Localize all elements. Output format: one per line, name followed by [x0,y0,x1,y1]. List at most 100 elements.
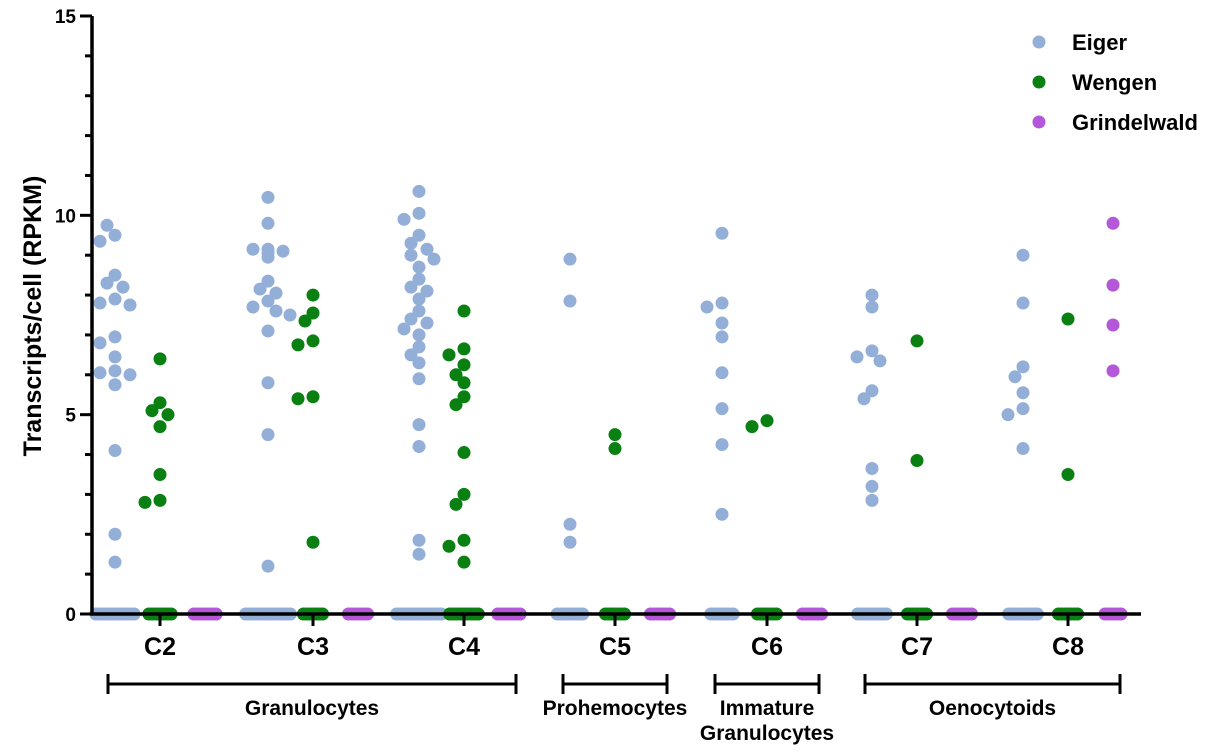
data-point [715,366,729,380]
data-point [1016,248,1030,262]
data-point [1106,364,1120,378]
data-point [1001,408,1015,422]
data-point [261,294,275,308]
data-point [1016,442,1030,456]
data-point [865,288,879,302]
data-point [608,428,622,442]
data-point [261,324,275,338]
y-axis-label: Transcripts/cell (RPKM) [19,176,47,457]
data-point [306,334,320,348]
data-point [865,300,879,314]
data-point [457,304,471,318]
data-point [1106,278,1120,292]
data-point [404,280,418,294]
category-labels: C2 C3 C4 C5 C6 C7 C8 [144,614,1084,661]
data-point [261,559,275,573]
data-point [873,354,887,368]
data-point [123,298,137,312]
data-point [850,350,864,364]
data-point [108,268,122,282]
data-point [420,284,434,298]
data-point [449,368,463,382]
data-point [449,398,463,412]
group-bracket: Granulocytes [106,674,518,720]
data-point [412,328,426,342]
group-bracket: Prohemocytes [543,674,688,720]
data-point [563,252,577,266]
category-label-c2: C2 [144,633,176,661]
data-point [412,304,426,318]
data-point [715,402,729,416]
data-point [108,350,122,364]
category-label-c8: C8 [1052,633,1084,661]
category-label-c7: C7 [901,633,933,661]
category-label-c5: C5 [599,633,631,661]
group-label: Oenocytoids [929,697,1056,720]
legend-item-grindelwald: Grindelwald [1032,110,1198,135]
data-point [442,348,456,362]
data-point [108,555,122,569]
data-point [108,292,122,306]
data-point [412,206,426,220]
data-point [412,340,426,354]
data-point [269,304,283,318]
data-point [153,396,167,410]
data-point [269,286,283,300]
data-point [420,316,434,330]
data-point [161,408,175,422]
data-point [1016,386,1030,400]
data-point [298,314,312,328]
data-point [745,420,759,434]
y-tick-label: 5 [65,406,76,427]
data-point [261,250,275,264]
data-point [700,300,714,314]
series-grindelwald [187,216,1128,621]
data-point [457,376,471,390]
data-point [412,292,426,306]
y-tick-label: 15 [55,7,77,28]
legend: Eiger Wengen Grindelwald [1032,30,1198,135]
data-point [261,274,275,288]
data-point [563,517,577,531]
legend-item-wengen: Wengen [1032,70,1157,95]
group-label: Prohemocytes [543,697,688,720]
data-point [283,308,297,322]
data-point [412,533,426,547]
data-point [153,420,167,434]
data-point [100,276,114,290]
data-point [457,358,471,372]
group-brackets: Granulocytes Prohemocytes ImmatureGranuloc… [106,674,1122,745]
y-ticks: 0 5 10 15 [55,7,92,626]
data-points [89,184,1128,621]
legend-label: Grindelwald [1072,110,1198,135]
data-point [397,322,411,336]
data-point [404,348,418,362]
data-point [457,446,471,460]
data-point [276,244,290,258]
data-point [261,428,275,442]
data-point [261,216,275,230]
data-point [138,495,152,509]
data-point [1008,370,1022,384]
legend-label: Wengen [1072,70,1157,95]
data-point [261,376,275,390]
data-point [457,342,471,356]
data-point [1016,360,1030,374]
y-tick-label: 0 [65,605,76,626]
axes [90,16,1141,616]
data-point [427,252,441,266]
data-point [397,212,411,226]
data-point [404,312,418,326]
data-point [412,418,426,432]
data-point [715,438,729,452]
legend-marker [1032,115,1046,129]
category-label-c6: C6 [751,633,783,661]
data-point [1016,402,1030,416]
data-point [246,242,260,256]
data-point [291,338,305,352]
data-point [910,454,924,468]
group-label: Immature [720,697,815,720]
data-point [93,234,107,248]
data-point [1106,216,1120,230]
data-point [865,479,879,493]
